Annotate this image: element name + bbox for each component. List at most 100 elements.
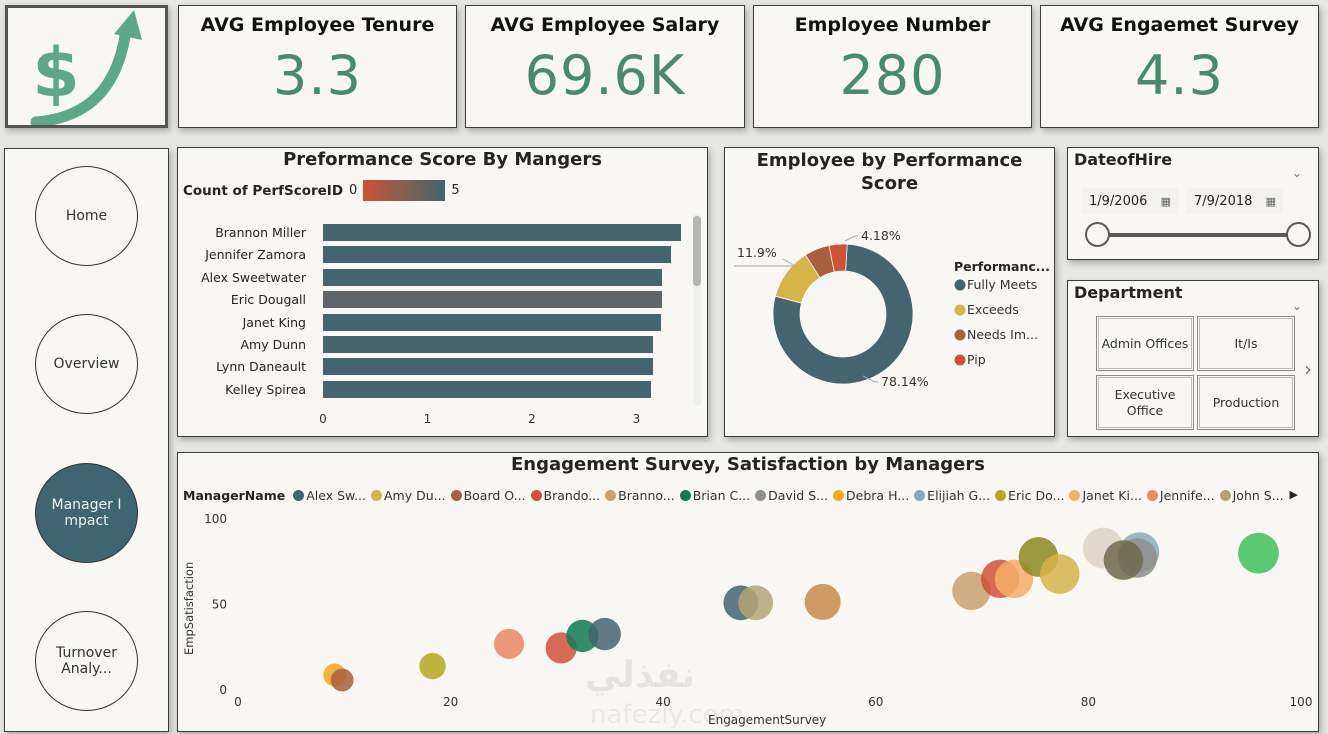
nav-home-button[interactable]: Home (35, 166, 138, 266)
legend-item[interactable]: Janet Ki... (1069, 488, 1142, 503)
legend-item[interactable]: Elijiah G... (914, 488, 990, 503)
range-slider-track[interactable] (1098, 233, 1298, 237)
scatter-point[interactable] (1238, 532, 1279, 574)
legend-label[interactable]: Pip (967, 352, 986, 367)
legend-marker[interactable] (954, 304, 966, 316)
legend-label[interactable]: Fully Meets (967, 277, 1037, 292)
scatter-point[interactable] (330, 668, 354, 692)
legend-gradient (363, 180, 446, 201)
bar-row[interactable]: Jennifer Zamora (178, 245, 698, 267)
dollar-growth-arrow-icon: $ (30, 10, 142, 128)
chevron-down-icon[interactable]: ⌄ (1291, 166, 1302, 180)
department-tile[interactable]: Production (1197, 375, 1295, 430)
department-tile[interactable]: Admin Offices (1096, 316, 1194, 371)
donut-slice[interactable] (828, 243, 848, 273)
scatter-point[interactable] (1103, 540, 1144, 580)
legend-label: Janet Ki... (1082, 488, 1142, 503)
calendar-icon[interactable]: ▦ (1265, 194, 1276, 208)
bar-label: Amy Dunn (240, 337, 307, 352)
legend-marker[interactable] (954, 279, 966, 291)
leader-line (734, 258, 797, 267)
bar[interactable] (323, 224, 682, 241)
scrollbar-thumb[interactable] (693, 216, 701, 286)
bar-row[interactable]: Amy Dunn (178, 335, 698, 357)
legend-item[interactable]: Brando... (530, 488, 600, 503)
bar-label: Kelley Spirea (225, 381, 306, 397)
nav-turnover-analysis-button[interactable]: Turnover Analy... (35, 611, 138, 711)
kpi-card-salary: AVG Employee Salary 69.6K (465, 5, 745, 128)
legend-label[interactable]: Exceeds (967, 302, 1019, 317)
engagement-satisfaction-scatter-chart: Engagement Survey, Satisfaction by Manag… (177, 452, 1319, 732)
legend-item[interactable]: John S... (1219, 488, 1284, 503)
x-tick-label: 0 (319, 412, 327, 426)
bar[interactable] (323, 313, 661, 331)
range-slider-end-handle[interactable] (1286, 222, 1311, 247)
legend-item[interactable]: Debra H... (833, 488, 909, 503)
scatter-point[interactable] (419, 652, 446, 680)
donut-slice[interactable] (772, 243, 914, 385)
leader-line (862, 375, 878, 383)
legend-item[interactable]: Brian C... (679, 488, 750, 503)
nav-manager-impact-button[interactable]: Manager Impact (35, 463, 138, 563)
legend-next-arrow-icon[interactable]: ▶ (1289, 488, 1298, 501)
kpi-card-employee-number: Employee Number 280 (753, 5, 1032, 128)
legend-label: Alex Sw... (306, 488, 366, 503)
x-tick-label: 100 (1290, 695, 1313, 709)
bar-row[interactable]: Janet King (178, 313, 698, 335)
legend-item[interactable]: Alex Sw... (293, 488, 366, 503)
legend-label[interactable]: Needs Im... (967, 327, 1038, 342)
bar-row[interactable]: Kelley Spirea (178, 380, 698, 402)
chevron-right-icon[interactable]: › (1304, 357, 1312, 381)
bar-label: Brannon Miller (215, 225, 306, 240)
scatter-point[interactable] (952, 571, 991, 611)
scatter-point[interactable] (738, 585, 774, 621)
legend-marker (293, 490, 305, 501)
department-tile[interactable]: Executive Office (1096, 375, 1194, 430)
legend-marker (1219, 490, 1231, 501)
department-tile[interactable]: It/Is (1197, 316, 1295, 371)
start-date-input[interactable]: 1/9/2006 ▦ (1082, 188, 1178, 214)
bar[interactable] (323, 336, 654, 353)
bar-row[interactable]: Lynn Daneault (178, 357, 698, 379)
range-slider-start-handle[interactable] (1085, 222, 1110, 247)
bar[interactable] (323, 380, 652, 398)
bar[interactable] (323, 358, 654, 376)
bar[interactable] (323, 268, 662, 286)
kpi-card-engagement: AVG Engaemet Survey 4.3 (1040, 5, 1319, 128)
legend-item[interactable]: Eric Do... (995, 488, 1064, 503)
scatter-point[interactable] (1039, 554, 1080, 594)
scrollbar-track[interactable] (693, 214, 701, 406)
kpi-title: AVG Engaemet Survey (1060, 14, 1299, 36)
legend-item[interactable]: Board O... (450, 488, 526, 503)
bar-row[interactable]: Brannon Miller (178, 223, 698, 245)
department-slicer: Department ⌄ Admin Offices It/Is Executi… (1067, 280, 1319, 437)
legend-label: Board O... (463, 488, 526, 503)
scatter-point[interactable] (494, 628, 525, 659)
chevron-down-icon[interactable]: ⌄ (1291, 299, 1302, 313)
legend-item[interactable]: David S... (755, 488, 828, 503)
svg-text:$: $ (32, 34, 79, 113)
end-date-value: 7/9/2018 (1194, 193, 1253, 209)
scatter-point[interactable] (804, 583, 841, 620)
bar-row[interactable]: Eric Dougall (178, 290, 698, 312)
legend-marker[interactable] (954, 329, 966, 341)
legend-item[interactable]: Amy Du... (371, 488, 446, 503)
legend-item[interactable]: Jennife... (1146, 488, 1215, 503)
bar-label: Janet King (242, 314, 306, 330)
legend-label: Eric Do... (1008, 488, 1065, 503)
legend-marker[interactable] (954, 354, 966, 366)
bar-row[interactable]: Alex Sweetwater (178, 268, 698, 290)
bar[interactable] (323, 246, 671, 264)
legend-label: David S... (768, 488, 829, 503)
bar[interactable] (323, 291, 662, 309)
end-date-input[interactable]: 7/9/2018 ▦ (1187, 188, 1283, 214)
chart-title: Employee by Performance Score (756, 150, 1023, 194)
kpi-card-tenure: AVG Employee Tenure 3.3 (178, 5, 457, 128)
kpi-title: Employee Number (794, 14, 991, 36)
nav-overview-button[interactable]: Overview (35, 314, 138, 414)
calendar-icon[interactable]: ▦ (1160, 194, 1171, 208)
legend-title: Count of PerfScoreID (183, 182, 344, 199)
legend-item[interactable]: Branno... (605, 488, 675, 503)
scatter-svg: 0 20 40 60 80 100 0 50 100 (204, 512, 1313, 709)
scatter-point[interactable] (588, 617, 621, 651)
